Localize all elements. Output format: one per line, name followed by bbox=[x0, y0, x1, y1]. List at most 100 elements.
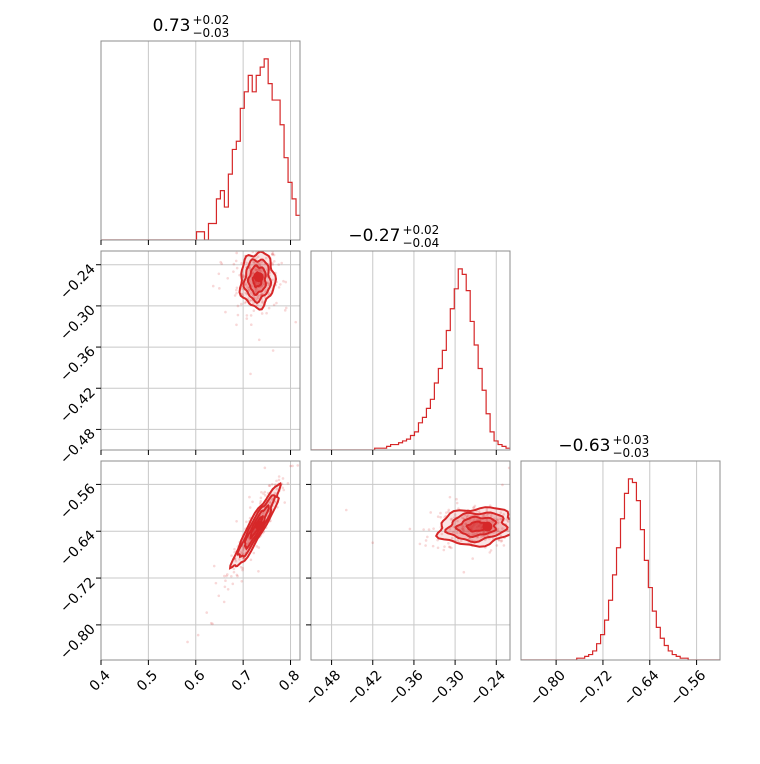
sample-point bbox=[485, 513, 489, 517]
sample-point bbox=[281, 486, 285, 490]
x-tick-label: −0.56 bbox=[668, 667, 710, 709]
sample-point bbox=[424, 544, 427, 547]
sample-point bbox=[501, 527, 504, 530]
sample-point bbox=[224, 310, 227, 314]
sample-point bbox=[283, 309, 287, 312]
sample-point bbox=[268, 484, 272, 487]
sample-point bbox=[260, 312, 264, 315]
sample-point bbox=[259, 499, 263, 503]
x-tick-label: 0.4 bbox=[87, 667, 114, 694]
sample-point bbox=[495, 544, 499, 547]
sample-point bbox=[275, 479, 278, 483]
sample-point bbox=[511, 566, 514, 569]
histogram-steps bbox=[101, 58, 300, 240]
sample-point bbox=[252, 260, 255, 263]
sample-point bbox=[496, 518, 500, 522]
x-tick-label: −0.80 bbox=[527, 667, 569, 709]
sample-point bbox=[460, 527, 464, 530]
contours bbox=[238, 251, 278, 311]
sample-point bbox=[235, 519, 238, 523]
sample-point bbox=[472, 506, 476, 509]
density-peak bbox=[254, 520, 265, 531]
x-tick-label: −0.24 bbox=[467, 667, 509, 709]
y-tick-label: −0.48 bbox=[57, 426, 99, 468]
sample-point bbox=[488, 551, 492, 554]
sample-point bbox=[252, 245, 255, 248]
sample-point bbox=[462, 528, 465, 532]
sample-point bbox=[245, 314, 249, 317]
histogram-steps bbox=[521, 478, 720, 660]
sample-point bbox=[241, 568, 244, 572]
sample-point bbox=[249, 292, 253, 295]
sample-point bbox=[452, 525, 456, 529]
x-tick-label: 0.7 bbox=[229, 667, 256, 694]
sample-point bbox=[284, 306, 288, 310]
sample-point bbox=[443, 545, 446, 548]
sample-point bbox=[251, 271, 255, 275]
sample-point bbox=[439, 515, 442, 519]
sample-point bbox=[242, 546, 246, 550]
x-tick-label: −0.48 bbox=[303, 667, 345, 709]
sample-point bbox=[252, 309, 256, 313]
sample-point bbox=[277, 286, 281, 289]
sample-point bbox=[234, 259, 238, 263]
sample-point bbox=[516, 527, 519, 530]
sample-point bbox=[275, 301, 278, 305]
sample-point bbox=[506, 520, 510, 523]
sample-point bbox=[513, 503, 516, 506]
sample-point bbox=[226, 276, 230, 280]
sample-point bbox=[538, 523, 541, 526]
sample-point bbox=[447, 545, 451, 549]
histogram-panel-1 bbox=[310, 250, 511, 455]
sample-point bbox=[633, 495, 636, 498]
sample-point bbox=[515, 522, 518, 525]
sample-point bbox=[461, 529, 465, 532]
sample-point bbox=[259, 269, 263, 273]
sample-point bbox=[462, 517, 465, 520]
sample-point bbox=[217, 272, 221, 276]
sample-point bbox=[261, 292, 264, 296]
sample-point bbox=[267, 306, 271, 310]
sample-point bbox=[427, 528, 431, 531]
sample-point bbox=[481, 514, 485, 518]
sample-point bbox=[257, 546, 261, 549]
sample-point bbox=[219, 260, 222, 264]
sample-point bbox=[282, 488, 286, 492]
sample-point bbox=[255, 241, 258, 244]
sample-point bbox=[254, 268, 258, 272]
sample-point bbox=[408, 527, 412, 531]
sample-point bbox=[251, 251, 255, 254]
sample-point bbox=[271, 349, 275, 352]
sample-point bbox=[251, 248, 254, 251]
sample-point bbox=[455, 497, 458, 501]
sample-point bbox=[289, 464, 292, 468]
sample-point bbox=[550, 501, 553, 504]
sample-point bbox=[233, 547, 236, 551]
sample-point bbox=[277, 478, 281, 482]
sample-point bbox=[460, 516, 464, 519]
sample-point bbox=[258, 269, 261, 272]
sample-point bbox=[253, 261, 257, 265]
sample-point bbox=[243, 301, 247, 305]
panel-frame bbox=[100, 250, 301, 451]
density-peak bbox=[482, 521, 493, 532]
sample-point bbox=[472, 506, 475, 509]
y-tick-label: −0.30 bbox=[57, 302, 99, 344]
sample-point bbox=[532, 559, 535, 562]
sample-point bbox=[530, 517, 533, 520]
sample-point bbox=[242, 275, 245, 279]
sample-point bbox=[489, 514, 493, 518]
sample-point bbox=[531, 540, 534, 543]
sample-point bbox=[371, 541, 374, 545]
sample-point bbox=[448, 527, 452, 531]
sample-point bbox=[252, 551, 256, 555]
sample-point bbox=[279, 283, 282, 286]
sample-point bbox=[211, 284, 215, 288]
sample-point bbox=[244, 226, 247, 229]
sample-point bbox=[259, 293, 263, 297]
sample-point bbox=[241, 548, 245, 552]
sample-point bbox=[258, 264, 262, 267]
sample-point bbox=[501, 483, 504, 487]
sample-point bbox=[225, 574, 228, 578]
sample-point bbox=[272, 303, 276, 307]
